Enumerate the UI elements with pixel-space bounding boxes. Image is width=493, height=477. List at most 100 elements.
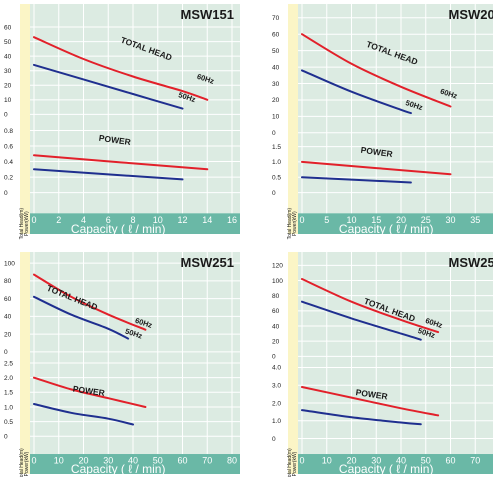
x-tick-label: 8 [130, 215, 135, 225]
x-tick-label: 20 [346, 456, 356, 466]
x-tick-label: 20 [396, 215, 406, 225]
head-tick-label: 60 [4, 296, 12, 303]
tick-column [268, 4, 288, 234]
power-tick-label: 1.0 [4, 404, 13, 411]
power-label: POWER [360, 145, 393, 159]
head-tick-label: 20 [4, 331, 12, 338]
power-tick-label: 2.0 [4, 375, 13, 382]
head-tick-label: 10 [272, 114, 280, 121]
power-tick-label: 0 [4, 190, 8, 197]
y-axis-title-power: Power(kW) [292, 451, 298, 476]
x-tick-label: 16 [227, 215, 237, 225]
axis-strip [20, 252, 30, 474]
y-axis-title-head: Total Head(m) [287, 208, 293, 240]
x-axis-bar [30, 213, 240, 234]
x-tick-label: 10 [322, 456, 332, 466]
chart-panel-msw201: 051015202530354001020304050607000.51.01.… [268, 4, 493, 239]
chart-panel-msw252: 0102030405060708002040608010012001.02.03… [268, 252, 493, 477]
x-axis-bar [30, 454, 240, 474]
chart-panel-msw151: 0 2 4 6 8 10 12 14 16 0 10 20 30 40 50 60 0 0.2 0.4 0.6 0.8 M… [0, 4, 240, 239]
y-axis-title-head: Total Head(m) [19, 208, 25, 240]
head-tick-label: 50 [4, 39, 12, 46]
x-tick-label: 30 [445, 215, 455, 225]
x-tick-label: 20 [78, 456, 88, 466]
head-tick-label: 30 [272, 81, 280, 88]
x-tick-label: 0 [299, 456, 304, 466]
power-tick-label: 1.5 [272, 144, 281, 151]
x-tick-label: 25 [421, 215, 431, 225]
head-tick-label: 0 [4, 349, 8, 356]
head-tick-label: 40 [272, 323, 280, 330]
power-tick-label: 0 [272, 436, 276, 443]
power-curve-50hz [33, 168, 184, 181]
head-tick-label: 20 [272, 97, 280, 104]
y-axis-title-power: Power(kW) [292, 211, 298, 236]
power-tick-label: 0.8 [4, 128, 13, 135]
y-axis-title-head: Total Head(m) [287, 448, 293, 477]
x-tick-label: 10 [346, 215, 356, 225]
power-curve-60hz [33, 154, 209, 171]
x-axis-bar [298, 454, 493, 474]
tick-column [0, 252, 20, 474]
head-tick-label: 60 [4, 24, 12, 31]
x-tick-label: 12 [177, 215, 187, 225]
x-tick-label: 60 [445, 456, 455, 466]
x-tick-label: 10 [54, 456, 64, 466]
x-axis-title: Capacity ( ℓ / min) [71, 462, 166, 476]
power-tick-label: 1.0 [272, 159, 281, 166]
x-tick-label: 30 [103, 456, 113, 466]
head-curve-50hz [301, 69, 412, 115]
head-tick-label: 60 [272, 308, 280, 315]
power-tick-label: 1.5 [4, 390, 13, 397]
power-tick-label: 2.5 [4, 360, 13, 367]
x-tick-label: 5 [324, 215, 329, 225]
x-tick-label: 0 [299, 215, 304, 225]
power-tick-label: 3.0 [272, 383, 281, 390]
axis-strip [288, 4, 298, 234]
x-axis-title: Capacity ( ℓ / min) [71, 222, 166, 236]
power-tick-label: 0.5 [4, 419, 13, 426]
x-tick-label: 70 [202, 456, 212, 466]
x-tick-label: 6 [106, 215, 111, 225]
x-tick-label: 14 [202, 215, 212, 225]
x-tick-label: 15 [371, 215, 381, 225]
power-tick-label: 0 [4, 434, 8, 441]
head-tick-label: 40 [272, 64, 280, 71]
head-tick-label: 40 [4, 53, 12, 60]
power-tick-label: 0.5 [272, 175, 281, 182]
head-tick-label: 0 [4, 112, 8, 119]
x-tick-label: 40 [128, 456, 138, 466]
plot-area [30, 252, 240, 455]
head-tick-label: 30 [4, 68, 12, 75]
x-tick-label: 4 [81, 215, 86, 225]
x-tick-label: 80 [227, 456, 237, 466]
power-curve-50hz [301, 409, 422, 426]
x-axis-bar [298, 213, 493, 234]
x-axis-title: Capacity ( ℓ / min) [339, 222, 434, 236]
x-tick-label: 60 [177, 456, 187, 466]
chart-title: MSW201 [449, 7, 493, 22]
chart-title: MSW252 [449, 255, 493, 270]
power-tick-label: 2.0 [272, 400, 281, 407]
head-curve-50hz [301, 300, 422, 341]
power-label: POWER [72, 384, 105, 398]
x-tick-label: 50 [153, 456, 163, 466]
head-tick-label: 0 [272, 354, 276, 361]
head-tick-label: 0 [272, 130, 276, 137]
power-curve-50hz [301, 176, 412, 184]
head-tick-label: 40 [4, 314, 12, 321]
axis-strip [20, 4, 30, 234]
head-tick-label: 70 [272, 15, 280, 22]
head-curve-60hz [301, 33, 452, 108]
power-curve-60hz [33, 376, 147, 408]
head-tick-label: 60 [272, 32, 280, 39]
head-tick-label: 100 [272, 278, 283, 285]
tick-column [268, 252, 288, 474]
x-tick-label: 10 [153, 215, 163, 225]
power-tick-label: 4.0 [272, 365, 281, 372]
head-curve-60hz [301, 278, 440, 334]
x-tick-label: 70 [470, 456, 480, 466]
head-curve-60hz [33, 273, 147, 331]
y-axis-title-head: Total Head(m) [19, 448, 25, 477]
